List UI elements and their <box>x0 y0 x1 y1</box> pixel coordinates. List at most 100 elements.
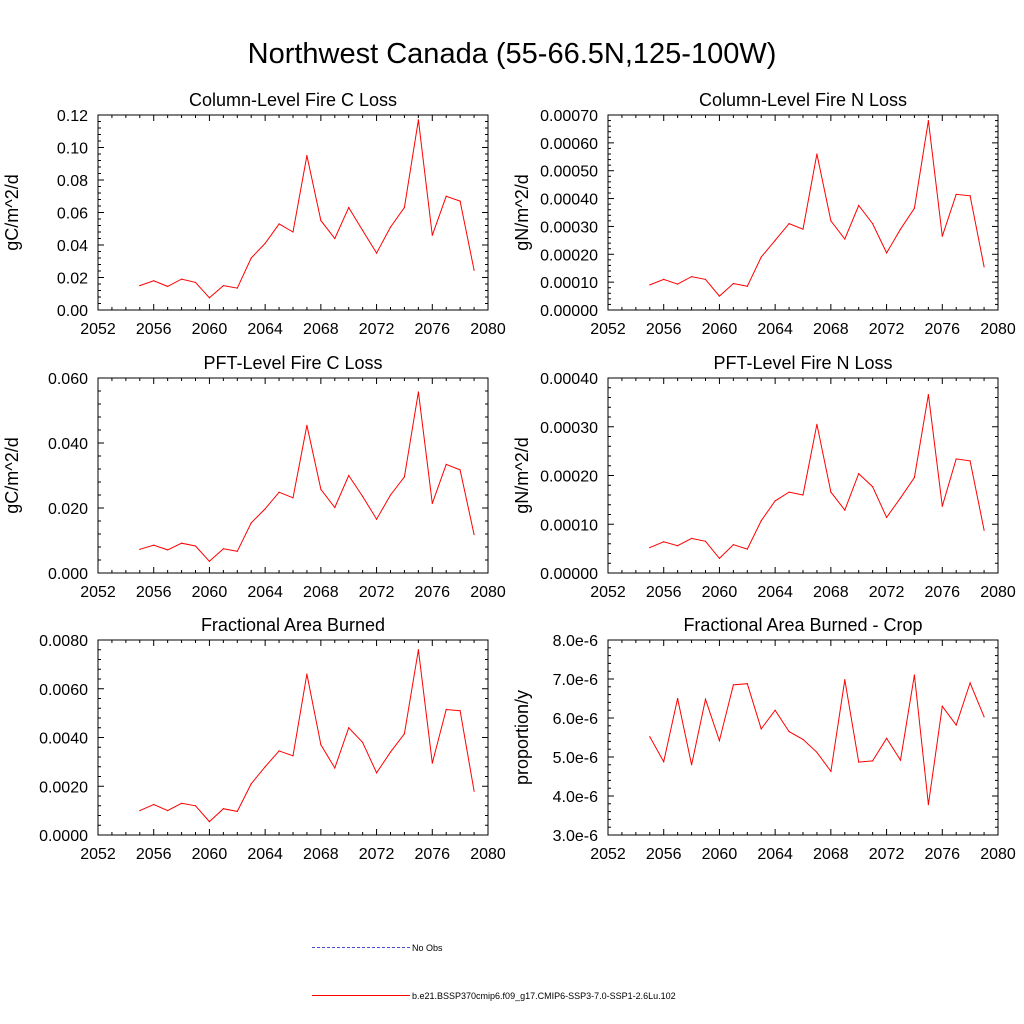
data-point <box>858 761 860 763</box>
data-point <box>844 679 846 681</box>
y-tick-label: 0.00070 <box>540 108 598 125</box>
x-tick-label: 2080 <box>470 584 506 601</box>
data-point <box>983 266 985 268</box>
data-point <box>362 741 364 743</box>
data-point <box>677 283 679 285</box>
data-point <box>459 710 461 712</box>
data-point <box>899 497 902 499</box>
legend-entry-obs: No Obs <box>312 942 443 953</box>
x-tick-label: 2072 <box>359 846 395 863</box>
data-point <box>788 223 790 225</box>
data-point <box>816 751 818 753</box>
data-point <box>473 533 475 536</box>
data-point <box>927 803 929 806</box>
data-point <box>180 278 183 280</box>
data-point <box>264 242 266 244</box>
x-tick-label: 2068 <box>303 846 339 863</box>
legend-model-label: b.e21.BSSP370cmip6.f09_g17.CMIP6-SSP3-7.… <box>412 990 676 1001</box>
data-point <box>830 491 832 493</box>
data-point <box>208 297 211 299</box>
x-tick-label: 2068 <box>303 584 339 601</box>
data-point <box>649 547 651 549</box>
data-point <box>362 229 364 231</box>
data-point <box>913 207 916 209</box>
series-line <box>649 675 985 805</box>
data-point <box>816 423 818 425</box>
legend-obs-line-icon <box>312 947 410 949</box>
y-tick-label: 0.0080 <box>39 633 88 650</box>
x-tick-label: 2052 <box>590 584 626 601</box>
data-point <box>375 252 378 254</box>
x-tick-label: 2064 <box>247 846 283 863</box>
data-point <box>139 810 141 812</box>
data-point <box>872 760 874 762</box>
x-tick-label: 2052 <box>80 846 116 863</box>
data-point <box>788 731 790 733</box>
x-tick-label: 2068 <box>303 321 339 338</box>
y-axis-label: gC/m^2/d <box>2 437 22 513</box>
x-tick-label: 2060 <box>702 846 738 863</box>
data-point <box>250 257 252 259</box>
x-tick-label: 2064 <box>247 584 283 601</box>
data-point <box>292 755 294 757</box>
y-tick-label: 0.000 <box>48 566 88 583</box>
data-point <box>334 767 336 769</box>
data-point <box>913 476 916 479</box>
y-tick-label: 3.0e-6 <box>553 828 598 845</box>
data-point <box>431 762 433 764</box>
data-point <box>180 542 183 544</box>
data-point <box>459 200 461 202</box>
data-point <box>222 808 224 810</box>
x-tick-label: 2060 <box>192 584 228 601</box>
data-point <box>167 285 169 288</box>
data-point <box>677 545 679 547</box>
data-point <box>746 683 748 685</box>
y-tick-label: 0.00050 <box>540 164 598 181</box>
data-point <box>899 228 902 230</box>
data-point <box>885 516 888 519</box>
y-tick-label: 0.10 <box>57 141 88 158</box>
data-point <box>690 275 693 278</box>
data-point <box>746 548 748 550</box>
y-tick-label: 0.0040 <box>39 731 88 748</box>
data-point <box>417 119 419 121</box>
figure-title: Northwest Canada (55-66.5N,125-100W) <box>247 38 777 70</box>
data-point <box>250 522 252 524</box>
data-point <box>222 285 224 287</box>
data-point <box>649 284 651 286</box>
data-point <box>760 520 762 522</box>
data-point <box>417 391 419 393</box>
data-point <box>208 820 211 823</box>
x-tick-label: 2060 <box>702 584 738 601</box>
data-point <box>153 544 155 546</box>
y-tick-label: 0.00030 <box>540 420 598 437</box>
data-point <box>663 278 665 280</box>
data-point <box>250 783 252 785</box>
y-tick-label: 0.00 <box>57 303 88 320</box>
data-point <box>774 709 776 711</box>
x-tick-label: 2080 <box>470 321 506 338</box>
y-tick-label: 0.00020 <box>540 247 598 264</box>
plot-frame <box>607 377 999 574</box>
data-point <box>334 237 336 240</box>
y-tick-label: 4.0e-6 <box>553 789 598 806</box>
x-tick-label: 2072 <box>869 584 905 601</box>
y-tick-label: 0.0020 <box>39 779 88 796</box>
data-point <box>732 282 734 285</box>
data-point <box>788 491 790 493</box>
y-tick-label: 5.0e-6 <box>553 750 598 767</box>
x-tick-label: 2080 <box>980 584 1016 601</box>
data-point <box>941 235 943 237</box>
y-tick-label: 8.0e-6 <box>553 633 598 650</box>
data-point <box>389 494 392 496</box>
data-point <box>816 153 818 155</box>
x-tick-label: 2060 <box>192 846 228 863</box>
y-tick-label: 0.00030 <box>540 219 598 236</box>
data-point <box>649 736 651 738</box>
data-point <box>969 460 971 462</box>
data-point <box>264 766 266 768</box>
data-point <box>941 705 943 707</box>
y-tick-label: 0.00040 <box>540 371 598 388</box>
plot-frame <box>607 639 999 836</box>
